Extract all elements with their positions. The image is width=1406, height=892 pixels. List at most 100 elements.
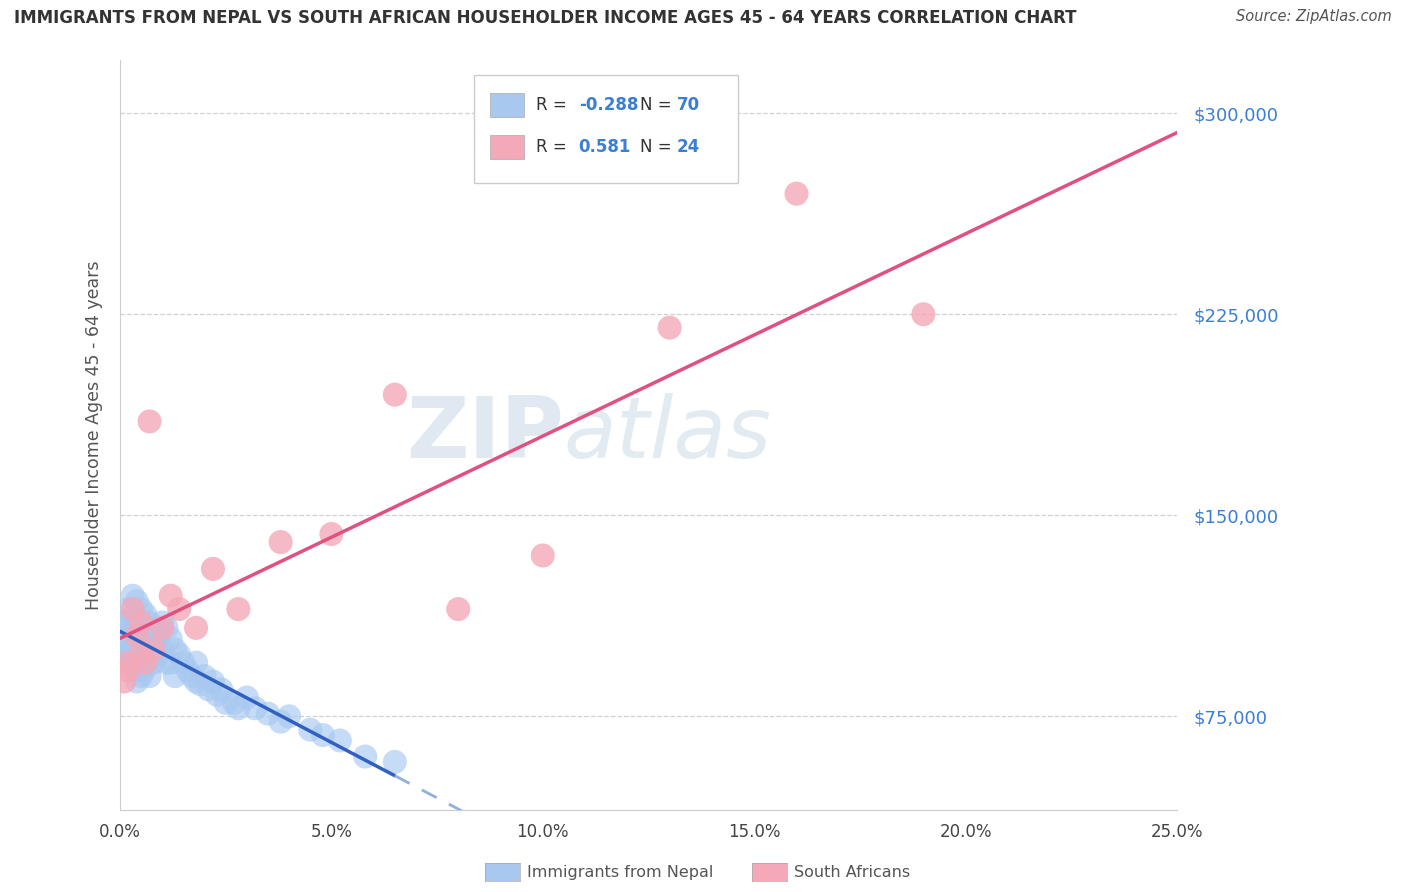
Point <box>117 637 139 651</box>
Point <box>278 709 301 723</box>
Point <box>184 674 207 689</box>
Point <box>329 733 352 747</box>
Text: IMMIGRANTS FROM NEPAL VS SOUTH AFRICAN HOUSEHOLDER INCOME AGES 45 - 64 YEARS COR: IMMIGRANTS FROM NEPAL VS SOUTH AFRICAN H… <box>14 9 1077 27</box>
Text: R =: R = <box>537 96 572 114</box>
Point <box>176 664 198 678</box>
Point <box>112 629 135 643</box>
Point <box>912 307 935 321</box>
Point <box>142 642 165 657</box>
Point <box>134 642 156 657</box>
Point <box>129 648 152 662</box>
Point <box>167 602 190 616</box>
Point <box>117 602 139 616</box>
Point <box>531 549 554 563</box>
Point <box>155 621 177 635</box>
Point <box>125 648 148 662</box>
Text: R =: R = <box>537 137 572 156</box>
Point <box>197 682 219 697</box>
Point <box>129 637 152 651</box>
Point <box>159 632 181 646</box>
Point <box>138 615 160 630</box>
Point <box>129 669 152 683</box>
Point <box>257 706 280 721</box>
Point <box>188 677 211 691</box>
Point <box>125 664 148 678</box>
Text: 24: 24 <box>678 137 700 156</box>
Point <box>270 535 292 549</box>
Point <box>134 607 156 622</box>
Point <box>785 186 807 201</box>
Point <box>211 682 233 697</box>
Point <box>228 602 250 616</box>
Point <box>117 656 139 670</box>
Point <box>125 615 148 630</box>
Point <box>129 602 152 616</box>
Point <box>201 562 224 576</box>
Point <box>134 624 156 638</box>
Text: 70: 70 <box>678 96 700 114</box>
Point <box>142 637 165 651</box>
FancyBboxPatch shape <box>489 135 524 159</box>
Text: N =: N = <box>640 96 676 114</box>
Point <box>129 653 152 667</box>
Point <box>172 656 194 670</box>
Point <box>245 701 267 715</box>
Point <box>142 656 165 670</box>
Point <box>134 661 156 675</box>
Point <box>125 674 148 689</box>
Point <box>155 656 177 670</box>
Point <box>117 648 139 662</box>
Point <box>205 688 228 702</box>
Point <box>121 610 143 624</box>
Point <box>138 414 160 428</box>
Point <box>384 387 406 401</box>
Point <box>384 755 406 769</box>
Point <box>121 656 143 670</box>
Point <box>112 615 135 630</box>
Point <box>299 723 322 737</box>
Point <box>129 615 152 630</box>
Point <box>224 696 246 710</box>
Point <box>138 650 160 665</box>
Point <box>180 669 202 683</box>
Point <box>159 589 181 603</box>
Point <box>354 749 377 764</box>
Point <box>138 669 160 683</box>
Point <box>228 701 250 715</box>
Point <box>312 728 335 742</box>
Point <box>163 669 186 683</box>
Text: N =: N = <box>640 137 676 156</box>
Point <box>129 621 152 635</box>
Point <box>167 648 190 662</box>
Point <box>215 696 238 710</box>
Point <box>201 674 224 689</box>
Point <box>117 621 139 635</box>
Point <box>121 589 143 603</box>
Text: 0.581: 0.581 <box>579 137 631 156</box>
Text: atlas: atlas <box>564 393 772 476</box>
Point <box>125 629 148 643</box>
Point <box>236 690 259 705</box>
Point <box>121 642 143 657</box>
Point <box>150 621 173 635</box>
Point <box>117 656 139 670</box>
Point <box>193 669 215 683</box>
Point <box>138 632 160 646</box>
Point <box>112 642 135 657</box>
Point <box>146 648 169 662</box>
Point <box>159 656 181 670</box>
Point <box>134 656 156 670</box>
Point <box>163 642 186 657</box>
Text: South Africans: South Africans <box>794 865 911 880</box>
Point <box>150 615 173 630</box>
FancyBboxPatch shape <box>474 75 738 184</box>
Point <box>150 642 173 657</box>
Text: ZIP: ZIP <box>406 393 564 476</box>
Point <box>184 621 207 635</box>
Point <box>125 632 148 646</box>
Point <box>125 594 148 608</box>
FancyBboxPatch shape <box>489 94 524 118</box>
Point <box>121 602 143 616</box>
Point <box>112 674 135 689</box>
Point <box>146 629 169 643</box>
